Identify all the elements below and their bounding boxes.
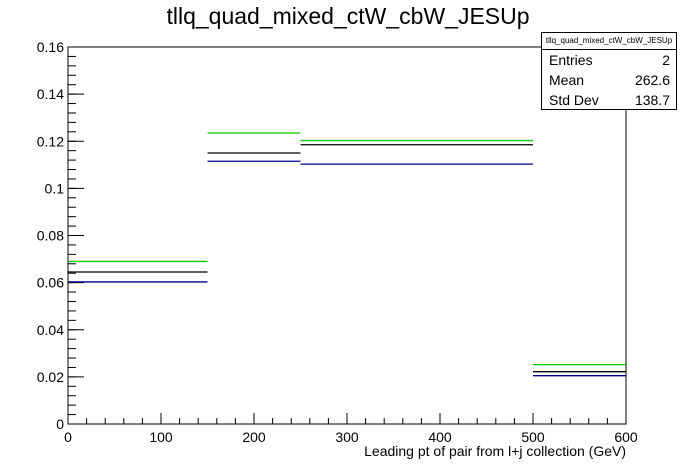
- x-tick-label: 100: [149, 429, 173, 445]
- stats-mean-label: Mean: [549, 72, 585, 88]
- stats-entries-label: Entries: [549, 52, 593, 68]
- stats-box: tllq_quad_mixed_ctW_cbW_JESUp Entries 2 …: [541, 32, 677, 110]
- y-tick-label: 0.04: [37, 322, 64, 338]
- y-tick-label: 0: [56, 416, 64, 432]
- y-tick-label: 0.14: [37, 86, 64, 102]
- x-tick-label: 500: [521, 429, 545, 445]
- x-tick-label: 200: [242, 429, 266, 445]
- x-tick-label: 300: [335, 429, 359, 445]
- y-tick-label: 0.16: [37, 39, 64, 55]
- y-tick-label: 0.06: [37, 275, 64, 291]
- stats-row-mean: Mean 262.6: [542, 70, 676, 90]
- stats-stddev-label: Std Dev: [549, 92, 599, 108]
- stats-row-stddev: Std Dev 138.7: [542, 90, 676, 110]
- x-axis-label: Leading pt of pair from l+j collection (…: [364, 443, 626, 459]
- stats-box-title: tllq_quad_mixed_ctW_cbW_JESUp: [542, 33, 676, 50]
- stats-mean-value: 262.6: [634, 72, 670, 88]
- x-tick-label: 0: [64, 429, 72, 445]
- stats-entries-value: 2: [662, 52, 670, 68]
- stats-row-entries: Entries 2: [542, 50, 676, 70]
- y-tick-label: 0.1: [45, 180, 65, 196]
- chart-title: tllq_quad_mixed_ctW_cbW_JESUp: [166, 3, 530, 29]
- y-tick-label: 0.02: [37, 369, 64, 385]
- x-tick-label: 600: [614, 429, 638, 445]
- stats-stddev-value: 138.7: [634, 92, 670, 108]
- y-tick-label: 0.12: [37, 133, 64, 149]
- x-tick-label: 400: [428, 429, 452, 445]
- y-tick-label: 0.08: [37, 228, 64, 244]
